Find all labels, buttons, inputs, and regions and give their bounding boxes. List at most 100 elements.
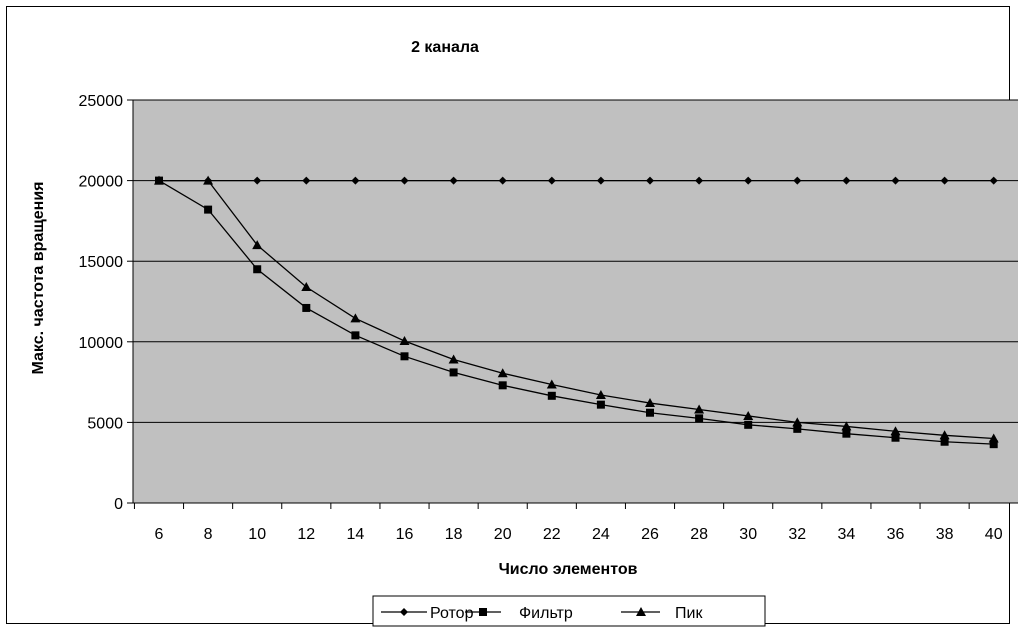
data-point-diamond (842, 176, 851, 185)
x-tick-label: 32 (788, 526, 806, 543)
legend-entry: Пик (621, 605, 703, 622)
x-tick-labels: 6 8 10 12 14 16 18 20 22 24 26 28 30 32 34 36 38 40 (155, 526, 1003, 543)
legend-marker-diamond (400, 608, 408, 616)
data-point-square (940, 437, 949, 446)
data-point-triangle (939, 430, 950, 440)
x-tick-label: 22 (543, 526, 561, 543)
series-layer (154, 175, 999, 449)
legend-marker-square (479, 608, 487, 616)
data-point-diamond (695, 176, 704, 185)
data-point-square (204, 205, 213, 214)
data-point-triangle (154, 175, 164, 185)
data-point-square (449, 368, 458, 377)
x-tick-label: 12 (297, 526, 315, 543)
data-point-triangle (497, 368, 508, 378)
plot-area (133, 100, 1018, 503)
x-tick-label: 20 (494, 526, 512, 543)
data-point-diamond (596, 176, 605, 185)
x-tick-label: 28 (690, 526, 708, 543)
y-tick-label: 15000 (79, 254, 124, 271)
x-tick-label: 10 (248, 526, 266, 543)
series-line (158, 180, 994, 445)
data-point-square (744, 420, 753, 429)
data-point-triangle (841, 421, 852, 431)
data-point-diamond (646, 176, 654, 185)
data-point-triangle (448, 354, 459, 364)
data-point-diamond (793, 176, 802, 185)
data-point-triangle (743, 410, 754, 420)
data-point-square (302, 303, 311, 312)
data-point-square (695, 414, 704, 423)
legend-entry: Фильтр (465, 605, 573, 622)
data-point-diamond (989, 176, 998, 185)
legend-label: Пик (675, 605, 703, 622)
data-point-square (596, 400, 605, 409)
data-point-triangle (645, 398, 655, 408)
data-point-square (891, 433, 900, 442)
data-point-square (793, 424, 802, 433)
x-tick-label: 16 (396, 526, 414, 543)
chart-title: 2 канала (411, 39, 479, 56)
data-point-diamond (400, 176, 409, 185)
x-tick-label: 8 (204, 526, 213, 543)
data-point-square (400, 352, 409, 361)
legend-entry: Ротор (381, 605, 474, 622)
data-point-triangle (694, 404, 705, 414)
data-point-triangle (301, 281, 312, 291)
x-tick-label: 26 (641, 526, 659, 543)
x-tick-label: 14 (347, 526, 365, 543)
legend-items: Ротор Фильтр Пик (381, 605, 703, 622)
data-point-triangle (988, 433, 999, 443)
data-point-diamond (891, 176, 900, 185)
data-point-square (646, 408, 654, 417)
x-tick-label: 24 (592, 526, 610, 543)
y-tick-label: 25000 (79, 93, 124, 110)
data-point-diamond (449, 176, 458, 185)
x-tick-label: 40 (985, 526, 1003, 543)
data-point-diamond (302, 176, 311, 185)
data-point-diamond (351, 176, 360, 185)
data-point-diamond (547, 176, 556, 185)
x-axis-title: Число элементов (499, 561, 638, 578)
series-triangle (154, 175, 999, 443)
legend-box (372, 595, 766, 627)
data-point-square (498, 381, 507, 390)
data-point-triangle (203, 175, 214, 185)
data-point-square (351, 331, 360, 340)
data-point-square (989, 440, 998, 449)
legend-label: Фильтр (519, 605, 573, 622)
data-point-diamond (940, 176, 949, 185)
data-point-triangle (350, 313, 361, 323)
data-point-square (842, 429, 851, 438)
y-tick-label: 0 (114, 496, 123, 513)
axes (127, 99, 1018, 509)
y-tick-label: 10000 (79, 335, 124, 352)
data-point-square (253, 265, 262, 274)
legend-label: Ротор (430, 605, 474, 622)
x-tick-label: 18 (445, 526, 463, 543)
x-tick-label: 30 (739, 526, 757, 543)
data-point-triangle (252, 240, 263, 250)
y-tick-label: 5000 (87, 415, 123, 432)
data-point-triangle (546, 379, 557, 389)
data-point-diamond (498, 176, 507, 185)
y-axis-title: Макс. частота вращения (30, 181, 47, 374)
data-point-triangle (399, 335, 410, 345)
series-diamond (155, 176, 998, 185)
data-point-triangle (792, 417, 803, 427)
data-point-square (547, 391, 556, 400)
series-line (159, 179, 994, 440)
legend-marker-triangle (636, 607, 646, 616)
x-tick-label: 38 (936, 526, 954, 543)
data-point-diamond (253, 176, 262, 185)
data-point-diamond (744, 176, 753, 185)
data-point-triangle (890, 426, 901, 436)
x-tick-label: 36 (887, 526, 905, 543)
legend: Ротор Фильтр Пик (372, 595, 766, 627)
y-tick-labels: 0 5000 10000 15000 20000 25000 (79, 93, 124, 513)
y-tick-label: 20000 (79, 174, 124, 191)
x-tick-label: 34 (838, 526, 856, 543)
x-tick-label: 6 (155, 526, 164, 543)
data-point-triangle (595, 389, 606, 399)
